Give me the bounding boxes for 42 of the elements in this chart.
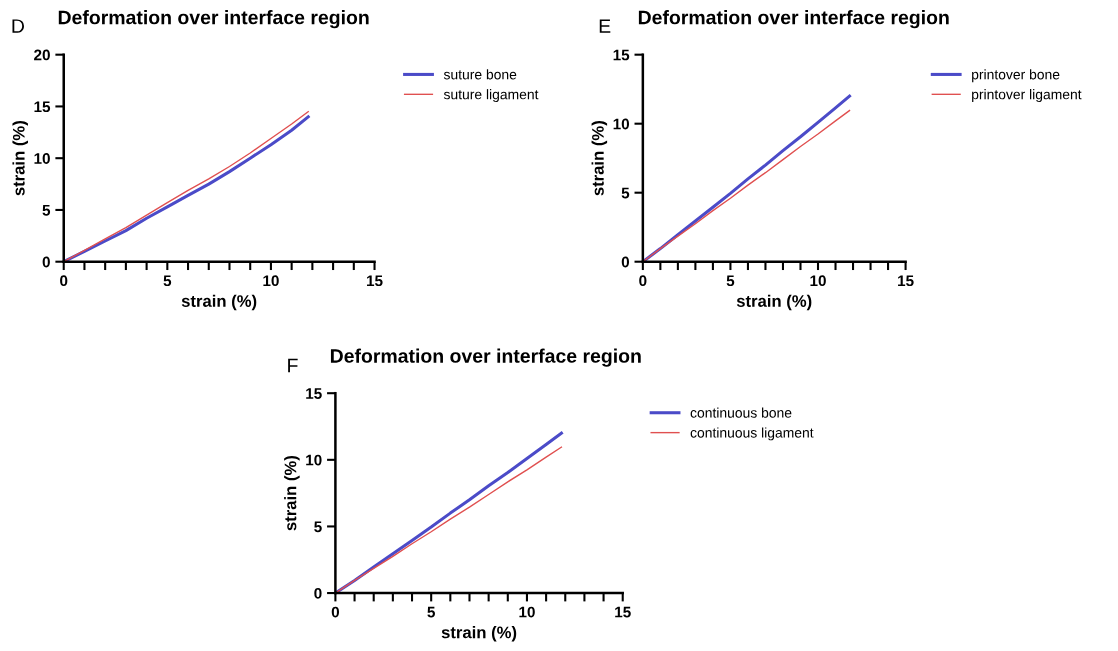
- x-tick-label: 15: [898, 275, 914, 287]
- y-tick-label: 5: [314, 521, 322, 533]
- text: E: [599, 19, 611, 33]
- y-tick-label: 5: [621, 187, 630, 199]
- y-tick-label: 15: [34, 101, 51, 113]
- text: D: [12, 19, 24, 33]
- legend-label: printover ligament: [972, 89, 1082, 103]
- y-tick-label: 0: [621, 256, 630, 268]
- x-axis-title: strain (%): [441, 626, 517, 642]
- legend-label: continuous ligament: [690, 427, 814, 441]
- x-tick-label: 10: [519, 606, 535, 618]
- chart-title: Deformation over interface region: [58, 10, 369, 29]
- y-tick-label: 0: [42, 256, 50, 268]
- x-tick-label: 0: [331, 606, 340, 618]
- legend-label: suture ligament: [443, 89, 539, 103]
- x-tick-label: 10: [810, 275, 826, 287]
- y-tick-label: 10: [306, 454, 322, 466]
- y-tick-label: 15: [306, 388, 322, 399]
- x-tick-label: 5: [726, 275, 735, 287]
- x-tick-label: 0: [60, 275, 68, 287]
- x-axis-title: strain (%): [736, 294, 812, 311]
- legend-label: suture bone: [443, 69, 517, 80]
- y-tick-label: 10: [34, 153, 50, 164]
- y-axis-title: strain (%): [12, 121, 28, 196]
- x-tick-label: 5: [427, 606, 435, 618]
- y-tick-label: 20: [34, 49, 50, 61]
- y-tick-label: 0: [314, 587, 322, 599]
- chart-title: Deformation over interface region: [638, 10, 949, 29]
- x-tick-label: 5: [163, 275, 172, 287]
- legend-label: continuous bone: [690, 407, 792, 418]
- chart-title: Deformation over interface region: [330, 348, 641, 367]
- x-tick-label: 10: [263, 275, 279, 287]
- x-tick-label: 0: [639, 275, 647, 287]
- x-axis-title: strain (%): [181, 294, 257, 311]
- y-tick-label: 15: [613, 49, 630, 61]
- legend-label: printover bone: [972, 69, 1060, 83]
- x-tick-label: 15: [367, 275, 383, 287]
- y-axis-title: strain (%): [591, 121, 608, 196]
- y-tick-label: 5: [42, 204, 51, 216]
- text: F: [288, 358, 298, 373]
- y-tick-label: 10: [613, 118, 630, 130]
- y-axis-title: strain (%): [284, 455, 300, 531]
